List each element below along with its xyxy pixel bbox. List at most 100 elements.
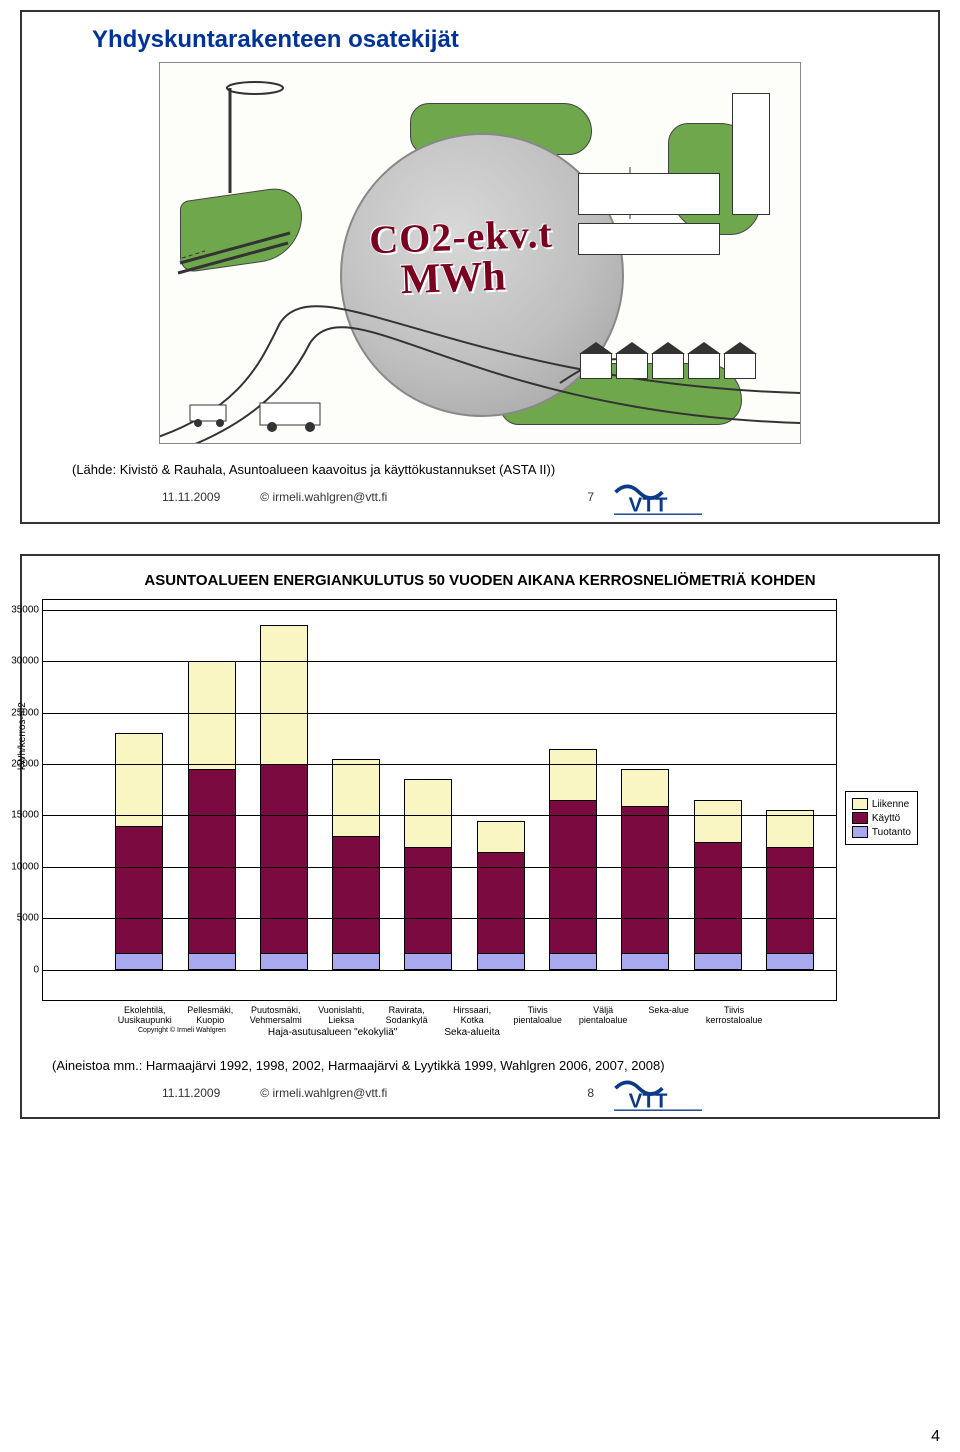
ytick-label: 15000 (0, 810, 39, 821)
bar-segment-tuotanto (189, 953, 235, 968)
bar-segment-tuotanto (550, 953, 596, 968)
bar-segment-tuotanto (478, 953, 524, 968)
bar-segment-kaytto (405, 847, 451, 954)
bar-segment-tuotanto (695, 953, 741, 968)
legend-swatch (852, 826, 868, 838)
ytick-label: 25000 (0, 707, 39, 718)
overlay-text: CO2-ekv.t MWh (369, 210, 555, 305)
xtick-label: Ekolehtilä, Uusikaupunki (112, 1005, 177, 1025)
chart-bar (621, 769, 669, 970)
svg-text:VTT: VTT (629, 1089, 668, 1111)
bar-segment-kaytto (189, 769, 235, 953)
footer-date: 11.11.2009 (162, 1086, 220, 1100)
xtick-label: Ravirata, Sodankylä (374, 1005, 439, 1025)
bar-segment-tuotanto (333, 953, 379, 968)
ytick-label: 20000 (0, 758, 39, 769)
bar-segment-kaytto (333, 836, 379, 953)
footer-copyright: © irmeli.wahlgren@vtt.fi (260, 490, 387, 504)
group-labels: Copyright © Irmeli Wahlgren Haja-asutusa… (112, 1027, 767, 1038)
bar-segment-liikenne (189, 662, 235, 769)
xtick-label: Tiivis pientaloalue (505, 1005, 570, 1025)
gridline (43, 867, 836, 868)
group2-label: Seka-alueita (439, 1027, 504, 1038)
bar-segment-liikenne (478, 822, 524, 852)
slide-1: Yhdyskuntarakenteen osatekijät (20, 10, 940, 524)
xtick-label: Väljä pientaloalue (570, 1005, 635, 1025)
chart-bar (694, 800, 742, 970)
chart-bar (332, 759, 380, 970)
bar-segment-tuotanto (622, 953, 668, 968)
bar-segment-liikenne (767, 811, 813, 847)
bar-segment-kaytto (261, 764, 307, 953)
bar-segment-liikenne (550, 750, 596, 801)
bar-segment-kaytto (622, 806, 668, 954)
chart-bar (404, 779, 452, 969)
slide1-footer: 11.11.2009 © irmeli.wahlgren@vtt.fi 7 VT… (162, 479, 918, 516)
houses-graphic (580, 353, 801, 403)
chart-legend: Liikenne Käyttö Tuotanto (845, 791, 918, 845)
legend-label: Tuotanto (872, 827, 911, 838)
vtt-logo-icon: VTT (614, 479, 702, 516)
slide1-source: (Lähde: Kivistö & Rauhala, Asuntoalueen … (72, 462, 928, 477)
chart-bar (549, 749, 597, 970)
legend-swatch (852, 812, 868, 824)
ytick-label: 30000 (0, 656, 39, 667)
plot-region (103, 610, 826, 970)
document-page-number: 4 (931, 1428, 940, 1446)
chart-bar (115, 733, 163, 970)
gridline (43, 661, 836, 662)
chart-copyright: Copyright © Irmeli Wahlgren (138, 1027, 226, 1034)
bar-segment-tuotanto (405, 953, 451, 968)
legend-row: Tuotanto (852, 826, 911, 838)
bar-segment-liikenne (116, 734, 162, 826)
gridline (43, 970, 836, 971)
xtick-label: Pellesmäki, Kuopio (177, 1005, 242, 1025)
slide1-title: Yhdyskuntarakenteen osatekijät (92, 26, 928, 54)
legend-label: Liikenne (872, 799, 909, 810)
chart-title: ASUNTOALUEEN ENERGIANKULUTUS 50 VUODEN A… (32, 572, 928, 589)
ytick-label: 5000 (0, 913, 39, 924)
chart-plot-box: kWh/kerros-m2 05000100001500020000250003… (42, 599, 837, 1001)
bar-segment-liikenne (622, 770, 668, 806)
group1-label: Copyright © Irmeli Wahlgren Haja-asutusa… (112, 1027, 439, 1038)
bar-segment-kaytto (695, 842, 741, 954)
gridline (43, 918, 836, 919)
slide1-illustration: CO2-ekv.t MWh (159, 62, 801, 444)
overlay-line2: MWh (400, 251, 555, 304)
slide2-footer: 11.11.2009 © irmeli.wahlgren@vtt.fi 8 VT… (162, 1075, 918, 1112)
bar-segment-tuotanto (767, 953, 813, 968)
bar-segment-liikenne (695, 801, 741, 842)
legend-label: Käyttö (872, 813, 900, 824)
vtt-logo-icon: VTT (614, 1075, 702, 1112)
legend-row: Liikenne (852, 798, 911, 810)
footer-date: 11.11.2009 (162, 490, 220, 504)
footer-pagenum: 8 (587, 1086, 594, 1100)
bar-segment-kaytto (116, 826, 162, 953)
footer-copyright: © irmeli.wahlgren@vtt.fi (260, 1086, 387, 1100)
legend-swatch (852, 798, 868, 810)
xtick-label: Vuonislahti, Lieksa (308, 1005, 373, 1025)
ytick-label: 35000 (0, 604, 39, 615)
bar-segment-liikenne (405, 780, 451, 846)
ytick-label: 0 (0, 964, 39, 975)
bar-segment-tuotanto (116, 953, 162, 968)
chart-area: kWh/kerros-m2 05000100001500020000250003… (42, 599, 918, 1038)
legend-row: Käyttö (852, 812, 911, 824)
bar-segment-tuotanto (261, 953, 307, 968)
aineisto-note: (Aineistoa mm.: Harmaajärvi 1992, 1998, … (52, 1058, 928, 1073)
x-axis-labels: Ekolehtilä, UusikaupunkiPellesmäki, Kuop… (112, 1005, 767, 1025)
svg-text:VTT: VTT (629, 493, 668, 515)
gridline (43, 713, 836, 714)
bar-segment-kaytto (550, 800, 596, 953)
ytick-label: 10000 (0, 861, 39, 872)
chart-bar (477, 821, 525, 970)
slide-2: ASUNTOALUEEN ENERGIANKULUTUS 50 VUODEN A… (20, 554, 940, 1120)
gridline (43, 610, 836, 611)
footer-pagenum: 7 (587, 490, 594, 504)
xtick-label: Tiivis kerrostaloalue (701, 1005, 766, 1025)
gridline (43, 764, 836, 765)
chart-bar (766, 810, 814, 969)
bar-segment-kaytto (767, 847, 813, 954)
xtick-label: Hirssaari, Kotka (439, 1005, 504, 1025)
xtick-label: Puutosmäki, Vehmersalmi (243, 1005, 308, 1025)
